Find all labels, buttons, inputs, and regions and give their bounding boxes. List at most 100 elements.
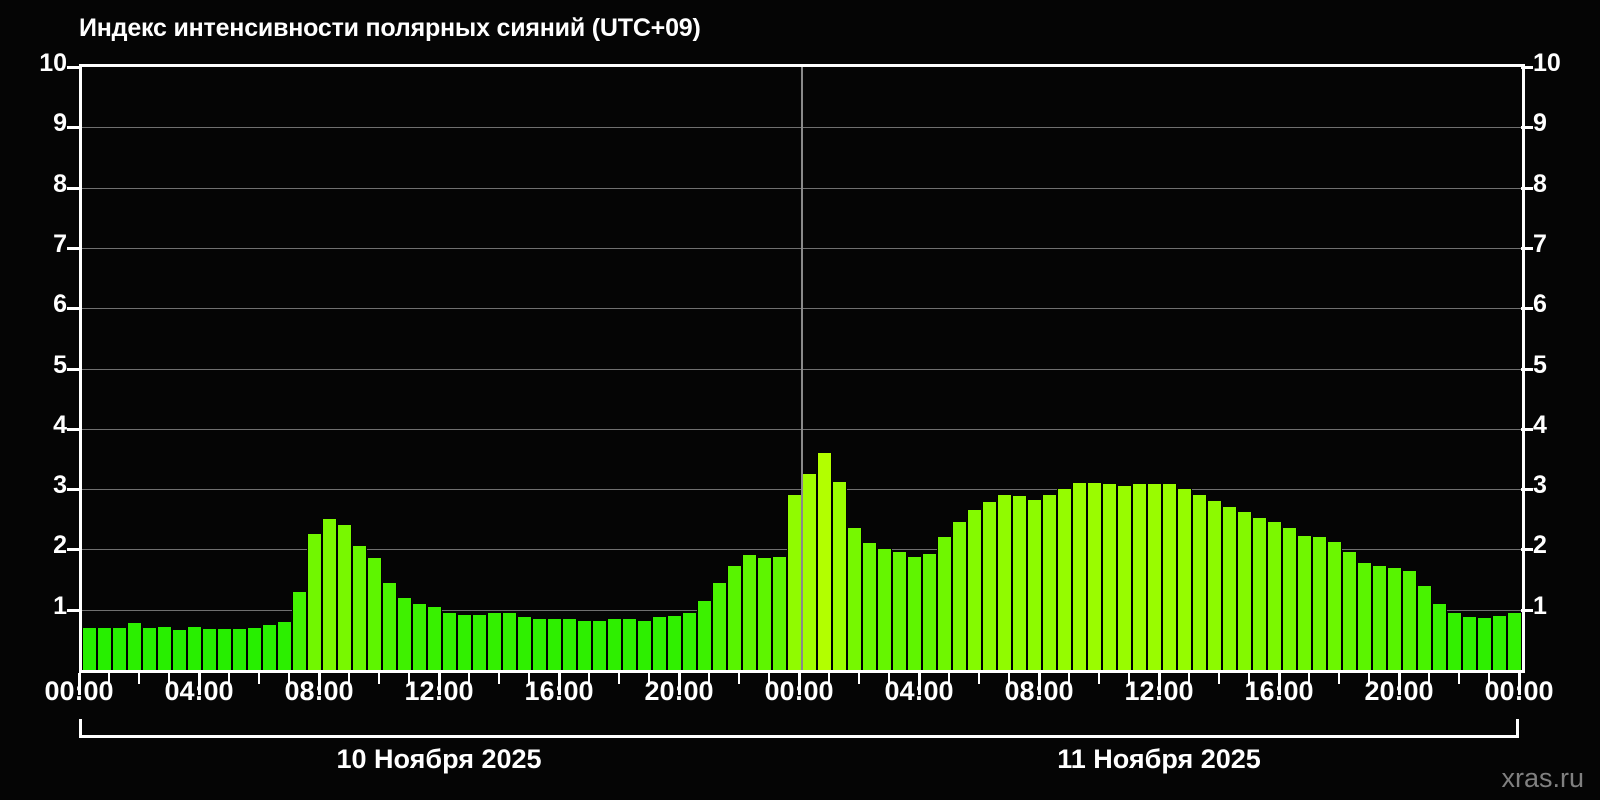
y-tick-label-right-1: 1: [1533, 591, 1547, 620]
x-tick-label-32: 08:00: [1004, 676, 1074, 706]
watermark: xras.ru: [1501, 763, 1584, 793]
bar: [697, 600, 712, 670]
bar: [367, 558, 382, 670]
x-tick-minor-38: [1218, 673, 1220, 684]
x-tick-minor-31: [1008, 673, 1010, 684]
bar: [952, 522, 967, 670]
x-tick-label-36: 12:00: [1124, 676, 1194, 706]
y-tick-mark-left-4: [67, 427, 79, 431]
bar: [1222, 507, 1237, 670]
y-tick-label-right-6: 6: [1533, 290, 1547, 319]
bar: [352, 546, 367, 670]
date-label: 10 Ноября 2025: [336, 744, 542, 774]
x-tick-minor-30: [978, 673, 980, 684]
bar: [847, 528, 862, 670]
bar: [1357, 562, 1372, 670]
y-tick-label-left-10: 10: [39, 49, 67, 77]
bar: [1207, 501, 1222, 670]
bar: [412, 603, 427, 670]
date-bracket-line: [79, 735, 799, 738]
bar: [217, 629, 232, 670]
bar-series: [82, 67, 1522, 670]
x-tick-label-12: 12:00: [404, 676, 474, 706]
bar: [1432, 603, 1447, 670]
x-tick-minor-15: [528, 673, 530, 684]
bar: [727, 566, 742, 670]
bar: [577, 620, 592, 670]
y-tick-mark-right-5: [1521, 367, 1533, 371]
bar: [1177, 489, 1192, 670]
bar: [1072, 483, 1087, 670]
bar: [172, 629, 187, 670]
bar: [637, 620, 652, 670]
bar: [1387, 567, 1402, 670]
bar: [772, 556, 787, 670]
x-tick-minor-17: [588, 673, 590, 684]
x-tick-label-40: 16:00: [1244, 676, 1314, 706]
x-tick-major-16: [557, 673, 561, 695]
x-tick-minor-6: [258, 673, 260, 684]
y-tick-label-left-7: 7: [53, 229, 67, 258]
y-tick-mark-left-1: [67, 608, 79, 612]
x-tick-major-12: [437, 673, 441, 695]
bar: [187, 626, 202, 670]
y-tick-label-right-3: 3: [1533, 471, 1547, 500]
x-tick-major-20: [677, 673, 681, 695]
bar: [547, 618, 562, 670]
y-tick-label-left-9: 9: [53, 109, 67, 138]
x-tick-minor-13: [468, 673, 470, 684]
bar: [442, 612, 457, 670]
y-tick-mark-right-10: [1521, 66, 1533, 69]
x-tick-major-4: [197, 673, 201, 695]
bar: [1237, 512, 1252, 670]
x-tick-minor-37: [1188, 673, 1190, 684]
bar: [967, 510, 982, 670]
x-tick-label-28: 04:00: [884, 676, 954, 706]
bar: [607, 618, 622, 670]
x-tick-major-40: [1277, 673, 1281, 695]
y-tick-mark-right-9: [1521, 126, 1533, 130]
y-tick-label-right-5: 5: [1533, 350, 1547, 379]
bar: [817, 452, 832, 670]
bar: [937, 537, 952, 670]
x-tick-minor-35: [1128, 673, 1130, 684]
y-tick-label-right-4: 4: [1533, 410, 1547, 439]
y-tick-label-right-10: 10: [1533, 49, 1561, 77]
y-tick-mark-right-8: [1521, 186, 1533, 190]
y-tick-label-left-3: 3: [53, 471, 67, 500]
bar: [322, 519, 337, 670]
bar: [142, 627, 157, 670]
bar: [652, 616, 667, 670]
x-tick-label-44: 20:00: [1364, 676, 1434, 706]
x-tick-minor-18: [618, 673, 620, 684]
x-tick-minor-42: [1338, 673, 1340, 684]
y-tick-label-right-9: 9: [1533, 109, 1547, 138]
bar: [1312, 537, 1327, 670]
y-tick-label-left-1: 1: [53, 591, 67, 620]
x-tick-major-28: [917, 673, 921, 695]
x-tick-minor-5: [228, 673, 230, 684]
chart-title: Индекс интенсивности полярных сияний (UT…: [79, 14, 701, 42]
bar: [457, 614, 472, 670]
x-tick-minor-41: [1308, 673, 1310, 684]
bar: [997, 495, 1012, 670]
x-tick-label-20: 20:00: [644, 676, 714, 706]
x-tick-minor-43: [1368, 673, 1370, 684]
bar: [892, 552, 907, 670]
y-tick-mark-left-8: [67, 186, 79, 190]
x-tick-minor-21: [708, 673, 710, 684]
bar: [247, 627, 262, 670]
x-tick-minor-26: [858, 673, 860, 684]
x-tick-major-48: [1517, 673, 1521, 695]
bar: [1027, 499, 1042, 670]
bar: [1117, 486, 1132, 670]
bar: [337, 525, 352, 670]
x-tick-minor-1: [108, 673, 110, 684]
bar: [742, 555, 757, 670]
bar: [1297, 536, 1312, 670]
y-tick-label-left-5: 5: [53, 350, 67, 379]
x-tick-minor-46: [1458, 673, 1460, 684]
date-bracket-line: [799, 735, 1519, 738]
bar: [1192, 495, 1207, 670]
